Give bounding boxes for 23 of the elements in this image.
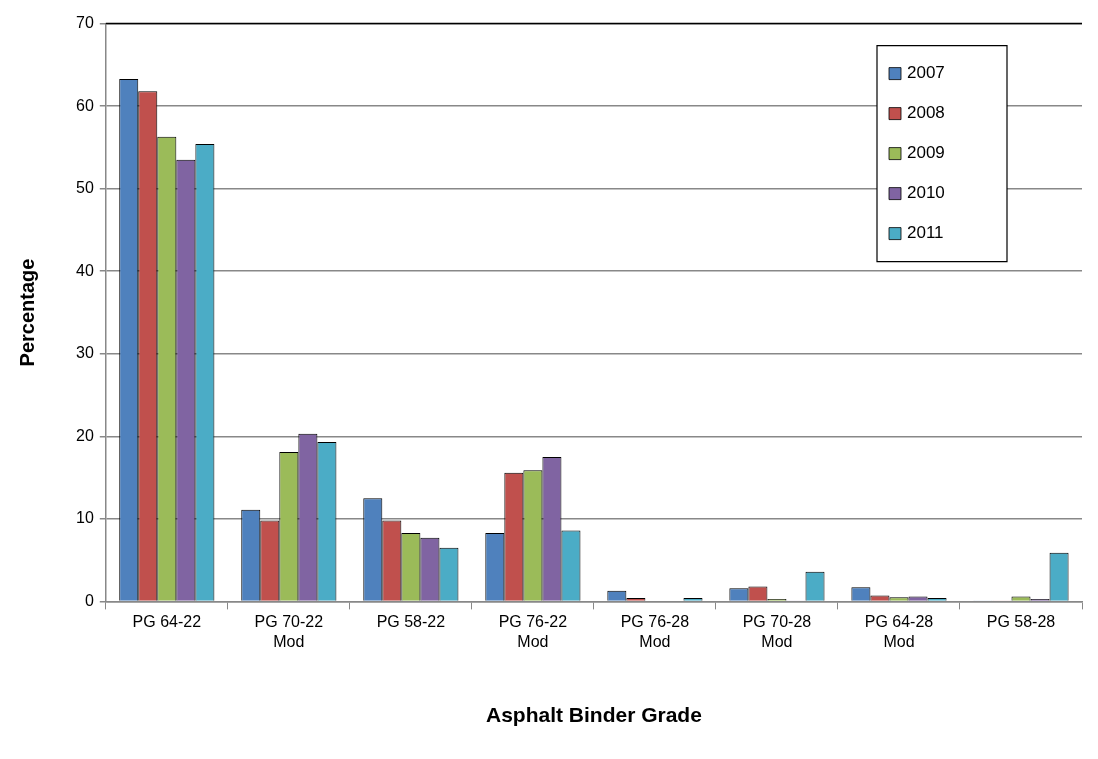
y-tick-label: 10 [76,509,94,527]
x-tick-label: PG 76-22 Mod [498,613,568,650]
x-tick-label: PG 70-28 Mod [742,613,812,650]
y-tick-label: 70 [76,14,94,32]
x-axis-title: Asphalt Binder Grade [485,703,702,727]
legend-label: 2009 [907,143,945,163]
x-tick-label: PG 64-28 Mod [864,613,934,650]
y-tick-label: 30 [76,344,94,362]
legend-label: 2007 [907,63,945,83]
y-tick-label: 40 [76,261,94,279]
y-tick-label: 50 [76,179,94,197]
x-tick-label: PG 76-28 Mod [620,613,690,650]
y-tick-label: 20 [76,426,94,444]
x-tick-label: PG 58-22 [376,613,446,631]
x-tick-label: PG 58-28 [986,613,1056,631]
x-tick-label: PG 64-22 [132,613,202,631]
y-tick-label: 60 [76,96,94,114]
legend-label: 2008 [907,103,945,123]
x-tick-label: PG 70-22 Mod [254,613,324,650]
y-tick-label: 0 [84,591,94,609]
legend-label: 2011 [907,223,944,243]
y-axis-title: Percentage [15,258,38,367]
legend-label: 2010 [907,183,945,203]
